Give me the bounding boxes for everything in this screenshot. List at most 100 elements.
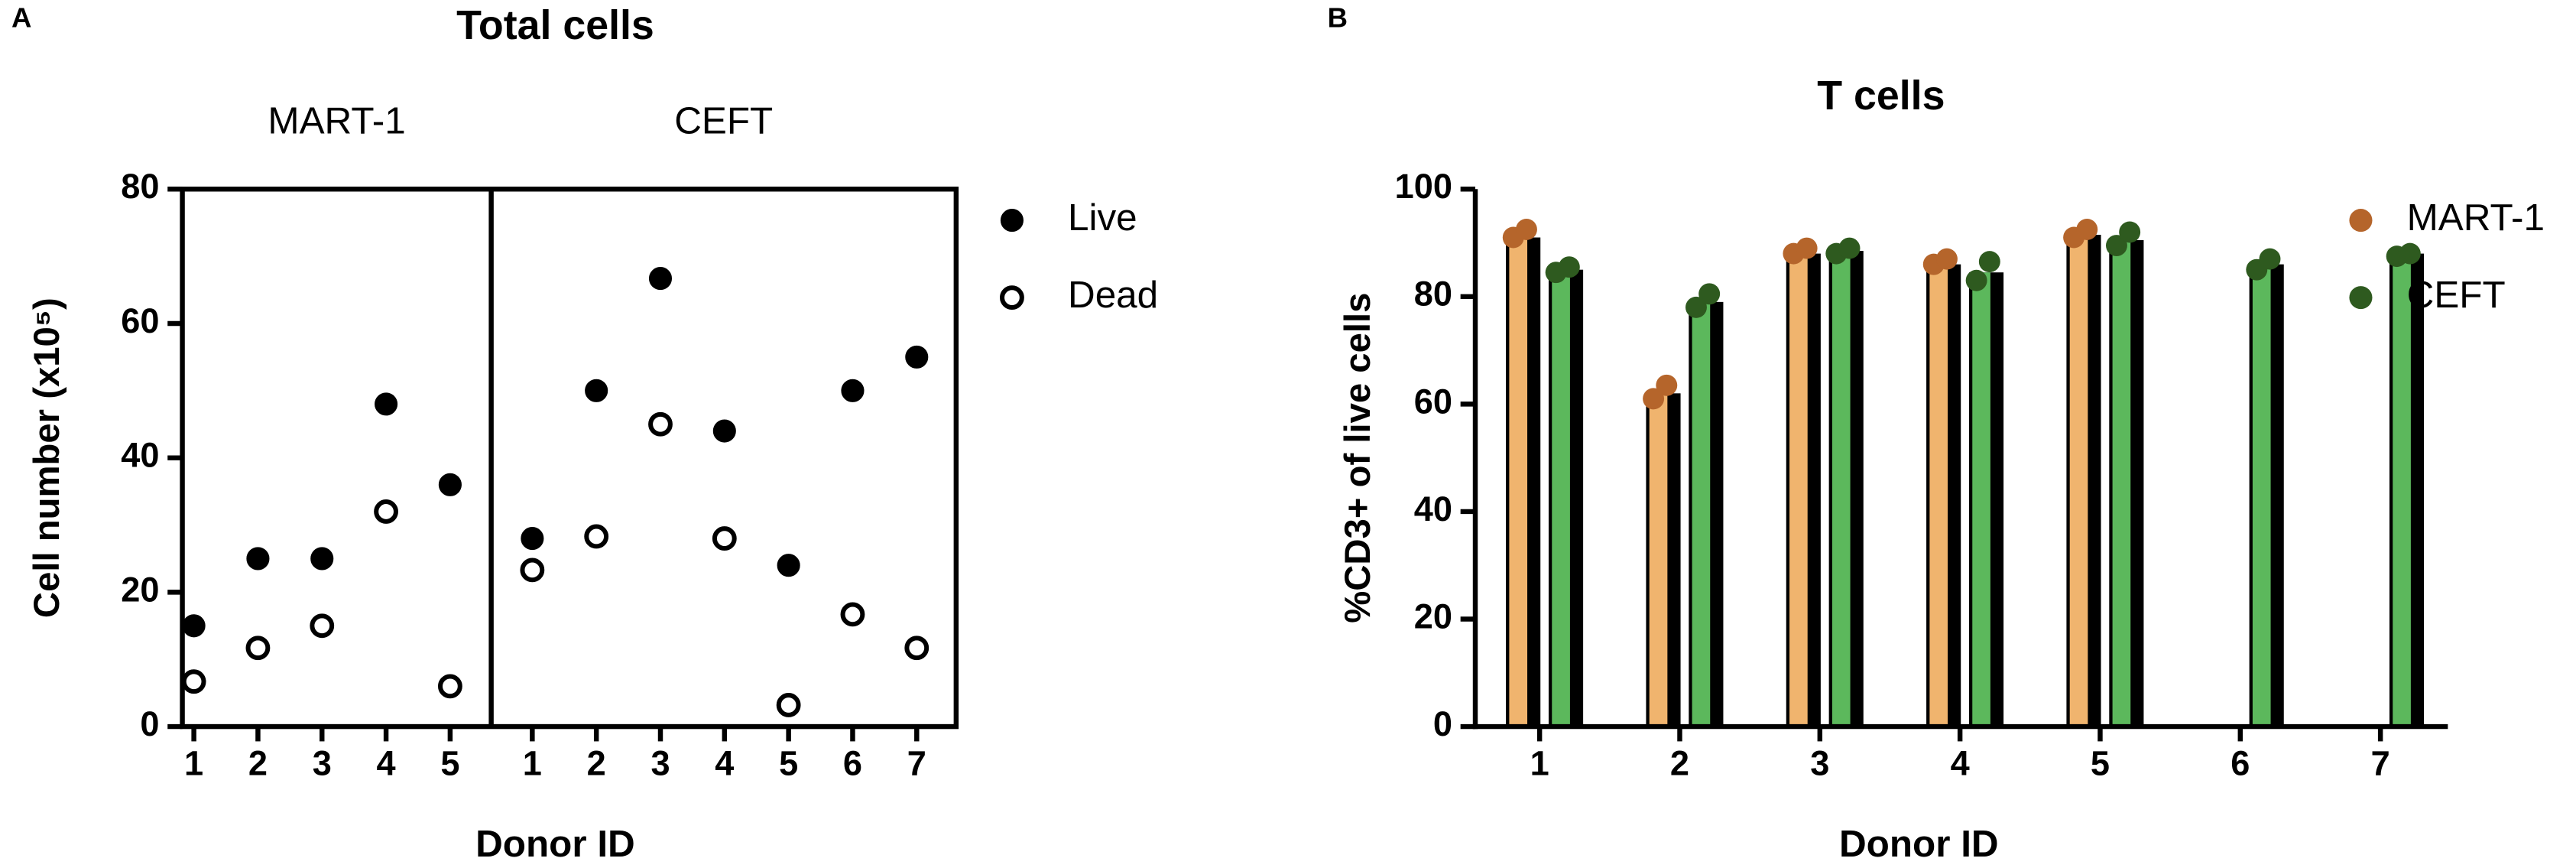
point: [840, 602, 865, 627]
y-tick-label: 100: [1395, 167, 1452, 206]
replicate-point: [2119, 221, 2141, 243]
x-tick-label: 7: [907, 744, 926, 783]
replicate-point: [1656, 374, 1678, 396]
point: [776, 693, 801, 717]
x-tick-label: 7: [2371, 744, 2390, 783]
x-tick-label: 1: [523, 744, 542, 783]
replicate-point: [1643, 388, 1665, 410]
legend-label: Live: [1068, 197, 1137, 239]
panel-label: B: [1328, 2, 1348, 34]
point: [438, 473, 462, 496]
replicate-point: [2399, 242, 2421, 265]
chart-title: Total cells: [456, 2, 654, 48]
point: [904, 636, 930, 661]
y-tick-label: 0: [1433, 704, 1452, 743]
facet-label: MART-1: [268, 99, 405, 141]
x-tick-label: 5: [779, 744, 798, 783]
point: [520, 558, 545, 583]
replicate-point: [1558, 256, 1580, 278]
x-tick-label: 4: [377, 744, 396, 783]
point: [712, 526, 737, 551]
point: [310, 547, 334, 571]
replicate-point: [1515, 219, 1537, 240]
bar: [1929, 264, 1948, 727]
legend-marker: [2349, 286, 2373, 310]
x-tick-label: 6: [2230, 744, 2250, 783]
bar: [2252, 264, 2271, 727]
replicate-point: [2076, 219, 2098, 240]
point: [521, 527, 544, 551]
plot-frame: [180, 187, 959, 730]
bar: [2112, 240, 2131, 727]
bar: [1552, 269, 1570, 727]
x-tick-label: 2: [1670, 744, 1689, 783]
bar: [1649, 393, 1668, 727]
y-tick-label: 40: [121, 436, 159, 475]
replicate-point: [1965, 269, 1987, 291]
point: [310, 613, 335, 639]
point: [777, 554, 800, 577]
legend-marker: [1000, 285, 1024, 310]
y-tick-label: 20: [121, 570, 159, 609]
x-tick-label: 4: [715, 744, 734, 783]
facet-label: CEFT: [674, 99, 773, 141]
point: [246, 547, 270, 571]
y-tick-label: 0: [140, 704, 159, 743]
replicate-point: [1685, 296, 1707, 318]
point: [181, 669, 206, 694]
bar: [1509, 237, 1528, 727]
point: [648, 411, 673, 437]
point: [375, 392, 398, 416]
replicate-point: [1796, 237, 1818, 259]
bar: [2069, 235, 2088, 727]
x-tick-label: 3: [1810, 744, 1829, 783]
point: [648, 267, 673, 291]
x-tick-label: 6: [843, 744, 862, 783]
legend-label: CEFT: [2407, 274, 2506, 316]
x-tick-label: 2: [248, 744, 268, 783]
replicate-point: [2105, 235, 2127, 257]
point: [712, 419, 736, 443]
legend-label: MART-1: [2407, 197, 2545, 239]
y-tick-label: 20: [1414, 597, 1452, 636]
point: [245, 636, 271, 661]
x-tick-label: 4: [1951, 744, 1970, 783]
point: [841, 379, 865, 402]
x-axis-label: Donor ID: [475, 823, 635, 865]
panel-label: A: [11, 2, 31, 34]
replicate-point: [1698, 283, 1721, 305]
legend-marker: [2349, 209, 2373, 232]
point: [585, 379, 608, 402]
y-tick-label: 60: [1414, 382, 1452, 421]
replicate-point: [2259, 248, 2281, 270]
replicate-point: [1838, 237, 1861, 259]
point: [437, 674, 462, 699]
bar: [1831, 251, 1851, 727]
point: [905, 345, 929, 369]
x-axis-label: Donor ID: [1839, 823, 1999, 865]
y-tick-label: 40: [1414, 489, 1452, 528]
x-tick-label: 5: [2091, 744, 2110, 783]
point: [182, 614, 206, 638]
x-tick-label: 3: [650, 744, 670, 783]
bar: [2393, 253, 2411, 727]
y-tick-label: 80: [121, 167, 159, 206]
y-axis-label: Cell number (x10⁵): [27, 297, 67, 618]
replicate-point: [1935, 248, 1958, 270]
replicate-point: [1978, 251, 2000, 273]
bar: [1972, 272, 1990, 727]
y-tick-label: 60: [121, 301, 159, 340]
y-tick-label: 80: [1414, 275, 1452, 314]
y-axis-label: %CD3+ of live cells: [1338, 293, 1378, 623]
x-tick-label: 2: [587, 744, 606, 783]
bar: [1789, 253, 1808, 727]
x-tick-label: 1: [184, 744, 203, 783]
point: [374, 499, 398, 524]
legend-marker: [1000, 209, 1024, 232]
x-tick-label: 1: [1530, 744, 1549, 783]
point: [584, 524, 609, 549]
bar: [1692, 301, 1711, 727]
x-tick-label: 3: [313, 744, 332, 783]
chart-title: T cells: [1817, 73, 1945, 119]
